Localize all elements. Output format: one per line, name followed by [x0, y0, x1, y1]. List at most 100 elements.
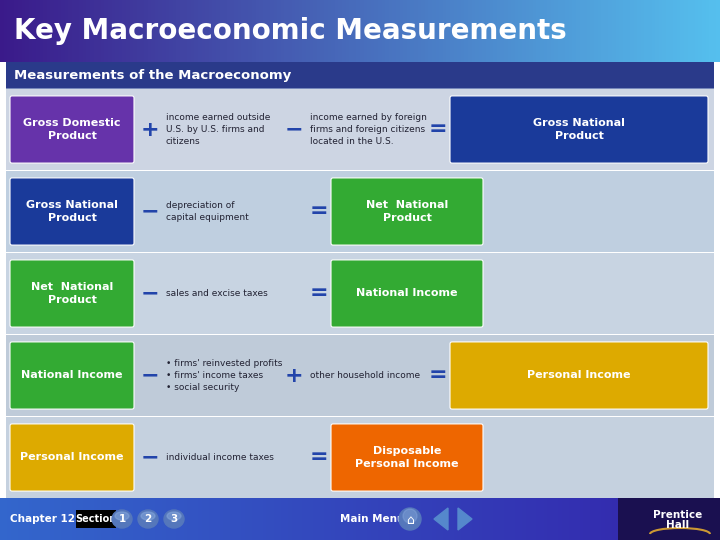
- Bar: [169, 0, 173, 62]
- Bar: [652, 0, 655, 62]
- Bar: [230, 0, 234, 62]
- Bar: [457, 0, 461, 62]
- Bar: [112, 0, 115, 62]
- Text: depreciation of
capital equipment: depreciation of capital equipment: [166, 201, 248, 222]
- FancyBboxPatch shape: [10, 96, 134, 163]
- Bar: [680, 498, 684, 540]
- Bar: [248, 0, 252, 62]
- Bar: [637, 0, 641, 62]
- Bar: [670, 498, 673, 540]
- Bar: [702, 498, 706, 540]
- Bar: [367, 498, 371, 540]
- Bar: [6, 62, 714, 90]
- Bar: [317, 498, 320, 540]
- Text: Gross Domestic
Product: Gross Domestic Product: [23, 118, 121, 141]
- Bar: [716, 498, 720, 540]
- Bar: [14, 498, 18, 540]
- Bar: [7, 498, 11, 540]
- Bar: [65, 498, 68, 540]
- Text: Personal Income: Personal Income: [20, 453, 124, 462]
- Bar: [461, 498, 464, 540]
- Bar: [713, 498, 716, 540]
- Bar: [443, 498, 446, 540]
- Bar: [36, 498, 40, 540]
- Bar: [572, 0, 576, 62]
- Bar: [133, 498, 137, 540]
- Bar: [32, 0, 36, 62]
- Bar: [205, 498, 209, 540]
- Bar: [356, 0, 360, 62]
- Bar: [220, 498, 223, 540]
- Bar: [580, 498, 583, 540]
- Bar: [284, 498, 288, 540]
- Ellipse shape: [115, 512, 129, 520]
- Bar: [421, 0, 425, 62]
- Bar: [410, 498, 414, 540]
- Bar: [6, 89, 714, 170]
- FancyBboxPatch shape: [450, 96, 708, 163]
- Text: Prentice: Prentice: [653, 510, 703, 520]
- Bar: [587, 498, 590, 540]
- Bar: [320, 498, 324, 540]
- Bar: [32, 498, 36, 540]
- Bar: [457, 498, 461, 540]
- Bar: [274, 0, 277, 62]
- Bar: [194, 0, 198, 62]
- Bar: [367, 0, 371, 62]
- Text: • firms' reinvested profits
• firms' income taxes
• social security: • firms' reinvested profits • firms' inc…: [166, 359, 282, 392]
- Bar: [630, 498, 634, 540]
- Bar: [144, 498, 148, 540]
- Bar: [176, 498, 180, 540]
- Bar: [475, 0, 479, 62]
- Bar: [446, 498, 450, 540]
- Bar: [310, 0, 313, 62]
- Bar: [342, 0, 346, 62]
- Bar: [302, 498, 306, 540]
- Bar: [544, 0, 547, 62]
- Bar: [684, 498, 688, 540]
- Bar: [562, 498, 565, 540]
- Bar: [572, 498, 576, 540]
- Bar: [623, 0, 626, 62]
- Bar: [238, 0, 241, 62]
- Bar: [709, 0, 713, 62]
- Bar: [130, 498, 133, 540]
- Bar: [392, 498, 396, 540]
- Bar: [468, 0, 472, 62]
- Bar: [158, 0, 162, 62]
- Bar: [634, 0, 637, 62]
- Bar: [216, 498, 220, 540]
- Bar: [565, 498, 569, 540]
- Bar: [526, 498, 529, 540]
- Bar: [583, 0, 587, 62]
- Bar: [94, 498, 97, 540]
- Text: sales and excise taxes: sales and excise taxes: [166, 289, 268, 298]
- Bar: [230, 498, 234, 540]
- Bar: [162, 0, 166, 62]
- Bar: [691, 498, 695, 540]
- Bar: [158, 498, 162, 540]
- Bar: [716, 0, 720, 62]
- Bar: [94, 0, 97, 62]
- FancyBboxPatch shape: [331, 424, 483, 491]
- Bar: [166, 0, 169, 62]
- Bar: [328, 0, 331, 62]
- Bar: [122, 0, 126, 62]
- Bar: [486, 0, 490, 62]
- Bar: [662, 0, 666, 62]
- Bar: [4, 498, 7, 540]
- Bar: [414, 498, 418, 540]
- Bar: [324, 0, 328, 62]
- Bar: [396, 0, 400, 62]
- Bar: [151, 498, 155, 540]
- Bar: [540, 498, 544, 540]
- Bar: [637, 498, 641, 540]
- Bar: [518, 0, 522, 62]
- Bar: [515, 498, 518, 540]
- Bar: [310, 498, 313, 540]
- Bar: [432, 0, 436, 62]
- Bar: [497, 0, 500, 62]
- Text: other household income: other household income: [310, 371, 420, 380]
- Bar: [342, 498, 346, 540]
- Bar: [439, 498, 443, 540]
